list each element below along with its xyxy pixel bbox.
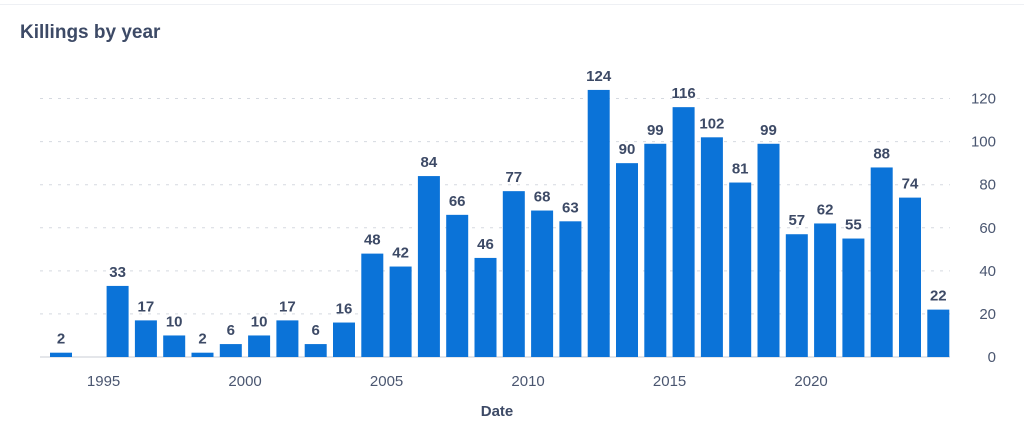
x-axis-title: Date [481,403,514,420]
data-labels: 2331710261017616484284664677686312490991… [57,68,947,348]
bar[interactable] [417,176,440,357]
y-tick-label: 20 [979,306,996,323]
y-tick-label: 60 [979,220,996,237]
bar[interactable] [700,137,723,357]
bar[interactable] [191,352,214,357]
x-tick-label: 2000 [228,373,261,390]
data-label: 10 [251,313,268,330]
data-label: 48 [364,232,381,249]
data-label: 6 [312,322,320,339]
bar[interactable] [304,344,327,357]
bar[interactable] [870,167,893,357]
data-label: 63 [562,199,579,216]
data-label: 46 [477,236,494,253]
bar[interactable] [361,253,384,357]
data-label: 22 [930,288,947,305]
data-label: 42 [392,245,409,262]
bar[interactable] [757,143,780,357]
y-tick-label: 120 [971,91,996,108]
top-divider [0,4,1024,5]
x-axis-ticks: 1995 2000 2005 2010 2015 2020 [87,373,828,390]
bar[interactable] [333,322,355,357]
bar[interactable] [276,320,299,357]
bar[interactable] [502,191,525,357]
y-tick-label: 0 [988,349,996,366]
bar[interactable] [842,238,865,357]
bar[interactable] [587,89,610,357]
bar[interactable] [134,320,157,357]
y-tick-label: 100 [971,134,996,151]
x-tick-label: 1995 [87,373,120,390]
bar[interactable] [219,344,242,357]
data-label: 88 [873,145,890,162]
data-label: 74 [902,176,919,193]
x-tick-label: 2015 [653,373,686,390]
data-label: 33 [109,264,126,281]
chart-title: Killings by year [20,22,161,43]
x-tick-label: 2020 [794,373,827,390]
data-label: 6 [227,322,235,339]
data-label: 90 [619,141,636,158]
bar[interactable] [672,107,695,358]
bar[interactable] [927,309,950,357]
bar[interactable] [644,143,667,357]
data-label: 66 [449,193,466,210]
data-label: 17 [138,298,155,315]
data-label: 55 [845,217,862,234]
data-label: 57 [788,212,805,229]
data-label: 99 [760,122,777,139]
data-label: 2 [198,331,206,348]
bar[interactable] [389,266,412,357]
data-label: 81 [732,161,749,178]
bar[interactable] [899,197,921,357]
bar[interactable] [616,163,638,357]
bar[interactable] [814,223,837,357]
data-label: 99 [647,122,664,139]
bar[interactable] [785,234,808,357]
data-label: 84 [421,154,438,171]
bar[interactable] [106,285,129,357]
data-label: 116 [671,85,695,102]
bar[interactable] [474,257,497,357]
data-label: 102 [699,115,724,132]
data-label: 17 [279,298,296,315]
x-tick-label: 2010 [511,373,544,390]
data-label: 68 [534,189,551,206]
bar[interactable] [50,352,72,357]
y-axis-ticks: 0 20 40 60 80 100 120 [971,91,996,366]
bars [50,89,950,358]
bar[interactable] [446,214,469,357]
bar[interactable] [531,210,554,357]
x-tick-label: 2005 [370,373,403,390]
data-label: 62 [817,201,834,218]
data-label: 77 [505,169,522,186]
bar[interactable] [248,335,271,357]
bar[interactable] [163,335,186,357]
data-label: 2 [57,331,65,348]
data-label: 16 [336,301,353,318]
data-label: 10 [166,313,183,330]
y-tick-label: 40 [979,263,996,280]
bar[interactable] [729,182,752,357]
y-tick-label: 80 [979,177,996,194]
bar[interactable] [559,221,582,357]
data-label: 124 [586,68,612,85]
